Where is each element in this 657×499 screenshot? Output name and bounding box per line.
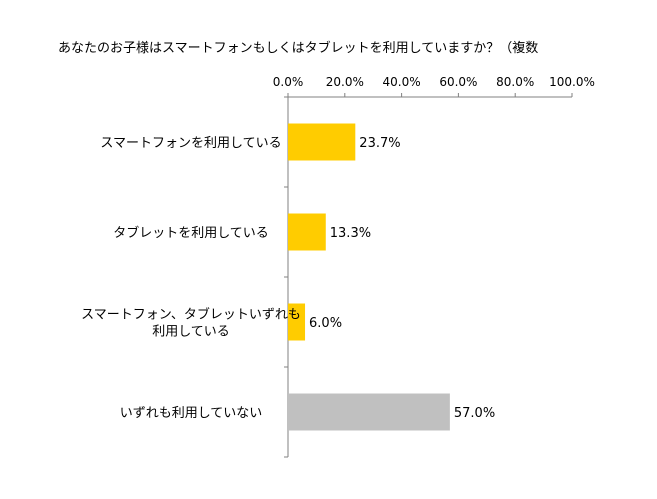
- category-label: スマートフォンを利用している: [100, 136, 281, 151]
- bar: [288, 303, 306, 341]
- bar: [288, 123, 356, 161]
- bar: [288, 393, 450, 431]
- value-label: 13.3%: [330, 226, 371, 241]
- x-tick-label: 0.0%: [273, 75, 304, 89]
- value-label: 23.7%: [359, 136, 400, 151]
- x-tick-label: 60.0%: [439, 75, 477, 89]
- category-label: いずれも利用していない: [120, 406, 263, 421]
- chart-title: あなたのお子様はスマートフォンもしくはタブレットを利用していますか？（複数: [58, 40, 538, 56]
- bar: [288, 213, 326, 251]
- value-label: 57.0%: [454, 406, 495, 421]
- x-tick-label: 80.0%: [496, 75, 534, 89]
- x-tick-label: 20.0%: [326, 75, 364, 89]
- category-label: スマートフォン、タブレットいずれも利用している: [81, 307, 301, 340]
- x-tick-label: 40.0%: [383, 75, 421, 89]
- category-label: タブレットを利用している: [113, 225, 269, 241]
- value-label: 6.0%: [309, 316, 342, 331]
- x-tick-label: 100.0%: [549, 75, 595, 89]
